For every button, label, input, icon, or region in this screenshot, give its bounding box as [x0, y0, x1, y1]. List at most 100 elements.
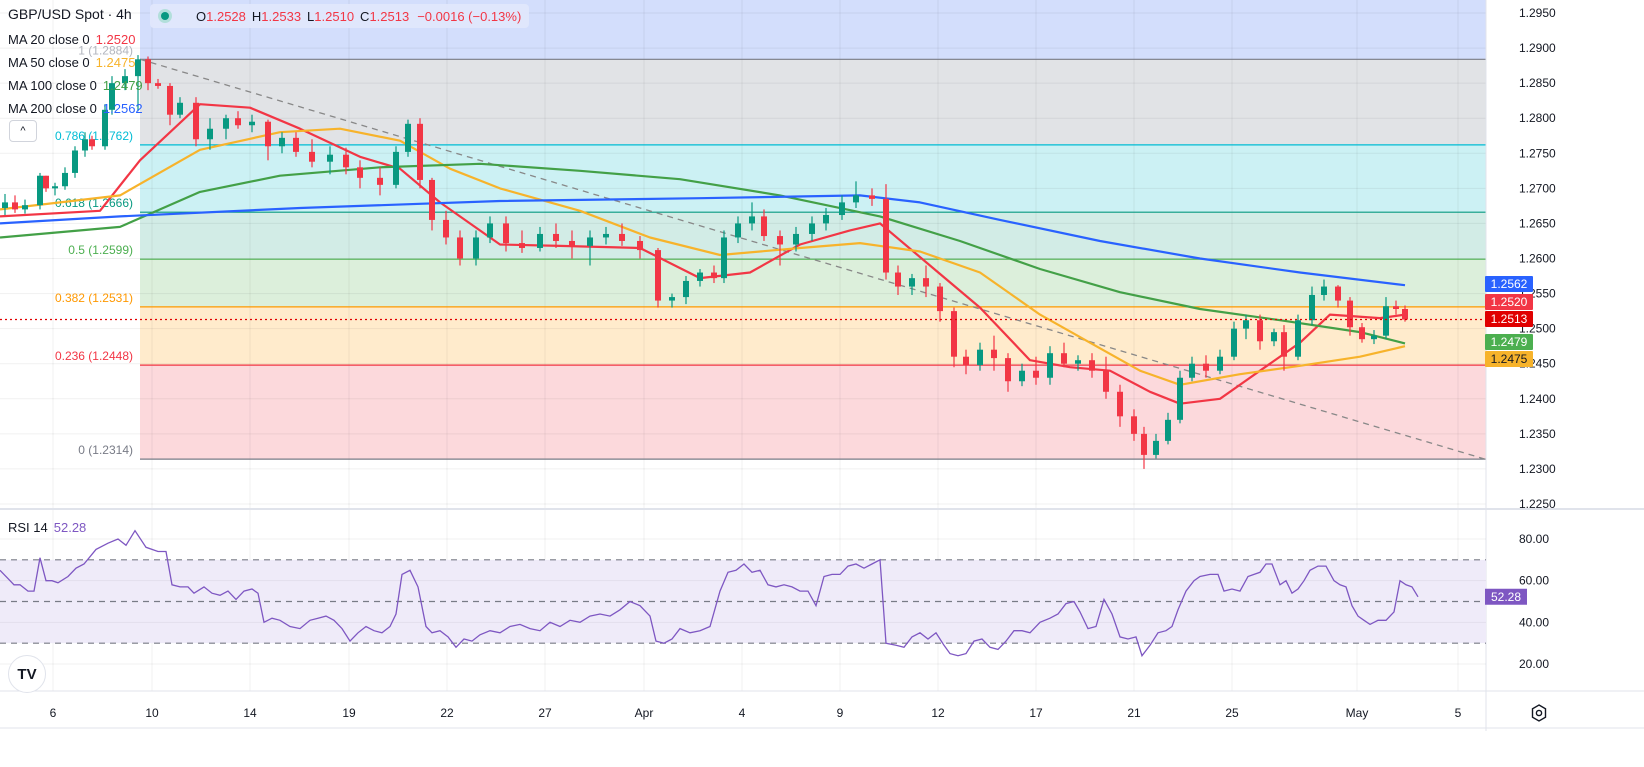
- candle: [569, 230, 575, 259]
- time-tick: 5: [1455, 706, 1462, 720]
- candle: [193, 97, 199, 147]
- ma200-value: 1.2562: [102, 101, 143, 116]
- candle: [62, 167, 68, 190]
- collapse-legend-button[interactable]: ^: [9, 120, 37, 142]
- ma50-legend[interactable]: MA 50 close 0 1.2475: [8, 55, 135, 70]
- candle: [977, 342, 983, 371]
- rsi-line: [0, 529, 1419, 658]
- candle: [377, 167, 383, 196]
- candle: [853, 181, 859, 208]
- market-status-icon: [158, 9, 172, 23]
- candle: [839, 195, 845, 220]
- time-tick: 19: [342, 706, 356, 720]
- candle: [991, 335, 997, 371]
- candle: [823, 207, 829, 231]
- candle: [1295, 314, 1301, 361]
- candle: [2, 193, 8, 216]
- logo-text: TV: [17, 665, 37, 683]
- candle: [711, 265, 717, 284]
- candle: [22, 199, 28, 214]
- candle: [655, 247, 661, 308]
- candle: [102, 104, 108, 150]
- candle: [357, 160, 363, 189]
- rsi-tick: 40.00: [1519, 615, 1549, 629]
- candle: [279, 132, 285, 154]
- candle: [1217, 349, 1223, 375]
- low-value: 1.2510: [314, 8, 355, 24]
- price-badge: [1485, 351, 1533, 367]
- ma200-legend[interactable]: MA 200 close 0 1.2562: [8, 101, 143, 116]
- candle: [249, 114, 255, 133]
- moving-average-line: [0, 103, 1406, 405]
- candle: [473, 230, 479, 266]
- time-tick: 25: [1225, 706, 1239, 720]
- candle: [135, 55, 141, 112]
- fib-zone: [140, 212, 1486, 260]
- time-tick: 4: [739, 706, 746, 720]
- ma100-value: 1.2479: [102, 78, 143, 93]
- candle: [1103, 356, 1109, 399]
- ma20-value: 1.2520: [95, 32, 136, 47]
- time-tick: 27: [538, 706, 552, 720]
- fib-label: 0.236 (1.2448): [55, 349, 133, 363]
- svg-text:1.2475: 1.2475: [1491, 352, 1528, 366]
- candle: [405, 119, 411, 157]
- high-label: H: [251, 8, 262, 24]
- time-tick: 9: [837, 706, 844, 720]
- candle: [1281, 325, 1287, 371]
- moving-average-line: [0, 162, 1406, 345]
- candle: [1335, 285, 1341, 308]
- candle: [1189, 356, 1195, 382]
- candle: [937, 283, 943, 322]
- candle: [393, 146, 399, 189]
- rsi-legend[interactable]: RSI 14 52.28: [8, 520, 86, 535]
- candle: [1131, 409, 1137, 441]
- candle: [1383, 297, 1389, 340]
- fib-zone: [140, 259, 1486, 307]
- candle: [417, 118, 423, 189]
- symbol-title: GBP/USD Spot · 4h: [8, 6, 132, 22]
- rsi-tick: 20.00: [1519, 657, 1549, 671]
- candle: [963, 349, 969, 375]
- tradingview-logo-icon[interactable]: TV: [8, 655, 46, 693]
- candle: [683, 276, 689, 305]
- candle: [82, 132, 88, 157]
- candle: [457, 230, 463, 266]
- candle: [1309, 286, 1315, 326]
- price-badge: [1485, 276, 1533, 292]
- candle: [603, 226, 609, 245]
- candle: [697, 269, 703, 287]
- candle: [1347, 297, 1353, 336]
- fib-label: 1 (1.2884): [78, 43, 133, 57]
- candle: [343, 147, 349, 175]
- fib-label: 0.786 (1.2762): [55, 129, 133, 143]
- fib-zone: [140, 59, 1486, 145]
- candle: [52, 182, 58, 196]
- ohlc-bar: O 1.2528 H 1.2533 L 1.2510 C 1.2513 −0.0016 …: [150, 4, 530, 28]
- candle: [1141, 426, 1147, 469]
- candle: [895, 265, 901, 295]
- ma100-legend[interactable]: MA 100 close 0 1.2479: [8, 78, 143, 93]
- candle: [637, 236, 643, 259]
- fib-label: 0.5 (1.2599): [68, 243, 133, 257]
- time-tick: 14: [243, 706, 257, 720]
- price-badge: [1485, 334, 1533, 350]
- close-label: C: [360, 8, 370, 24]
- price-tick: 1.2850: [1519, 76, 1556, 90]
- rsi-tick: 80.00: [1519, 532, 1549, 546]
- candle: [309, 139, 315, 168]
- candle: [1089, 353, 1095, 378]
- candle: [487, 216, 493, 244]
- candle: [1359, 323, 1365, 343]
- settings-gear-icon[interactable]: [1530, 704, 1548, 722]
- ma200-label: MA 200 close 0: [8, 101, 97, 116]
- candle: [761, 209, 767, 241]
- moving-average-line: [0, 127, 1406, 386]
- price-badge: [1485, 311, 1533, 327]
- svg-text:52.28: 52.28: [1491, 590, 1521, 604]
- candle: [1243, 314, 1249, 340]
- ma20-legend[interactable]: MA 20 close 0 1.2520: [8, 32, 135, 47]
- candle: [619, 223, 625, 246]
- candle: [1019, 363, 1025, 387]
